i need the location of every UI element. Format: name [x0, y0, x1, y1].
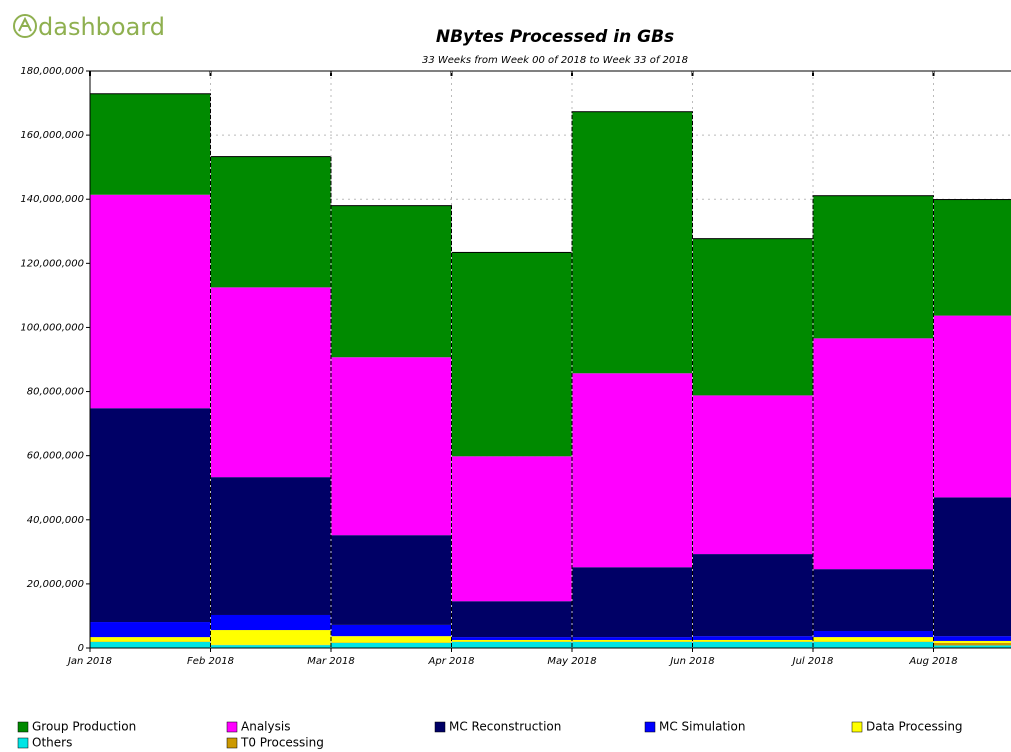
- bar-segment: [572, 639, 693, 642]
- bar-segment: [813, 338, 934, 570]
- y-tick-label: 160,000,000: [20, 130, 84, 141]
- legend-label: Data Processing: [866, 720, 963, 734]
- logo-icon: [13, 14, 37, 38]
- bar-segment: [933, 642, 1011, 646]
- bar-segment: [331, 636, 452, 643]
- bar-segment: [331, 357, 452, 536]
- bar-segment: [210, 614, 331, 631]
- bar-segment: [692, 639, 813, 642]
- bar-segment: [813, 569, 934, 632]
- bar-segment: [692, 395, 813, 555]
- legend-swatch: [644, 721, 656, 733]
- bar-segment: [933, 645, 1011, 648]
- legend-swatch: [17, 737, 29, 749]
- chart-subtitle: 33 Weeks from Week 00 of 2018 to Week 33…: [422, 55, 688, 66]
- bar-segment: [451, 639, 572, 642]
- bar-segment: [90, 641, 211, 648]
- bar-segment: [331, 205, 452, 358]
- y-tick-label: 100,000,000: [20, 322, 84, 333]
- logo: dashboard: [38, 13, 165, 41]
- bar-segment: [813, 195, 934, 339]
- bar-segment: [90, 93, 211, 195]
- bar-segment: [933, 640, 1011, 643]
- legend-label: Group Production: [32, 720, 136, 734]
- bar-segment: [813, 641, 934, 648]
- bar-segment: [813, 637, 934, 642]
- y-tick-label: 20,000,000: [27, 579, 84, 590]
- bar-segment: [210, 287, 331, 478]
- bar-segment: [572, 373, 693, 568]
- y-tick-label: 180,000,000: [20, 66, 84, 77]
- x-tick-label: May 2018: [547, 656, 596, 667]
- y-tick-label: 120,000,000: [20, 258, 84, 269]
- bar-segment: [90, 408, 211, 623]
- bar-segment: [331, 642, 452, 648]
- bar-segment: [813, 631, 934, 638]
- bar-segment: [331, 535, 452, 625]
- legend: Group Production Analysis MC Reconstructio…: [17, 720, 963, 750]
- bar-segment: [451, 601, 572, 638]
- legend-swatch: [851, 721, 863, 733]
- legend-label: Others: [32, 736, 72, 750]
- bar-segment: [933, 199, 1011, 316]
- legend-label: T0 Processing: [240, 736, 324, 750]
- bar-segment: [451, 252, 572, 457]
- y-tick-label: 60,000,000: [27, 451, 84, 462]
- bar-segment: [572, 567, 693, 638]
- bar-segment: [933, 315, 1011, 498]
- y-tick-label: 0: [78, 643, 84, 654]
- legend-label: MC Simulation: [659, 720, 745, 734]
- bar-segment: [933, 636, 1011, 641]
- bar-segment: [451, 637, 572, 640]
- bar-segment: [210, 630, 331, 645]
- x-tick-label: Mar 2018: [307, 656, 355, 667]
- x-tick-label: Apr 2018: [428, 656, 475, 667]
- y-tick-label: 80,000,000: [27, 387, 84, 398]
- bar-segment: [692, 641, 813, 648]
- legend-label: Analysis: [241, 720, 290, 734]
- bar-segment: [572, 111, 693, 374]
- bar-segment: [451, 456, 572, 602]
- x-tick-label: Aug 2018: [908, 656, 957, 667]
- bar-segment: [210, 477, 331, 615]
- bar-segment: [90, 194, 211, 409]
- plot-area: 0 20,000,000 40,000,000 60,000,000 80,000,00…: [20, 66, 1011, 667]
- x-tick-label: Feb 2018: [187, 656, 234, 667]
- bar-segment: [210, 645, 331, 648]
- bar-segment: [210, 156, 331, 288]
- x-tick-label: Jan 2018: [66, 656, 112, 667]
- bar-segment: [933, 497, 1011, 637]
- bar-segment: [692, 554, 813, 637]
- legend-swatch: [434, 721, 446, 733]
- legend-swatch: [226, 721, 238, 733]
- legend-label: MC Reconstruction: [449, 720, 561, 734]
- y-tick-label: 40,000,000: [27, 515, 84, 526]
- bar-segment: [90, 637, 211, 642]
- bar-segment: [90, 622, 211, 638]
- bar-segment: [572, 641, 693, 648]
- bar-segment: [451, 641, 572, 648]
- x-tick-label: Jul 2018: [791, 656, 834, 667]
- legend-swatch: [17, 721, 29, 733]
- bar-segment: [692, 238, 813, 396]
- bar-segment: [692, 636, 813, 640]
- chart-title: NBytes Processed in GBs: [436, 27, 674, 47]
- bar-segment: [331, 624, 452, 637]
- legend-swatch: [226, 737, 238, 749]
- y-tick-label: 140,000,000: [20, 194, 84, 205]
- bar-segment: [572, 637, 693, 640]
- bars: [90, 93, 1011, 649]
- x-tick-label: Jun 2018: [668, 656, 714, 667]
